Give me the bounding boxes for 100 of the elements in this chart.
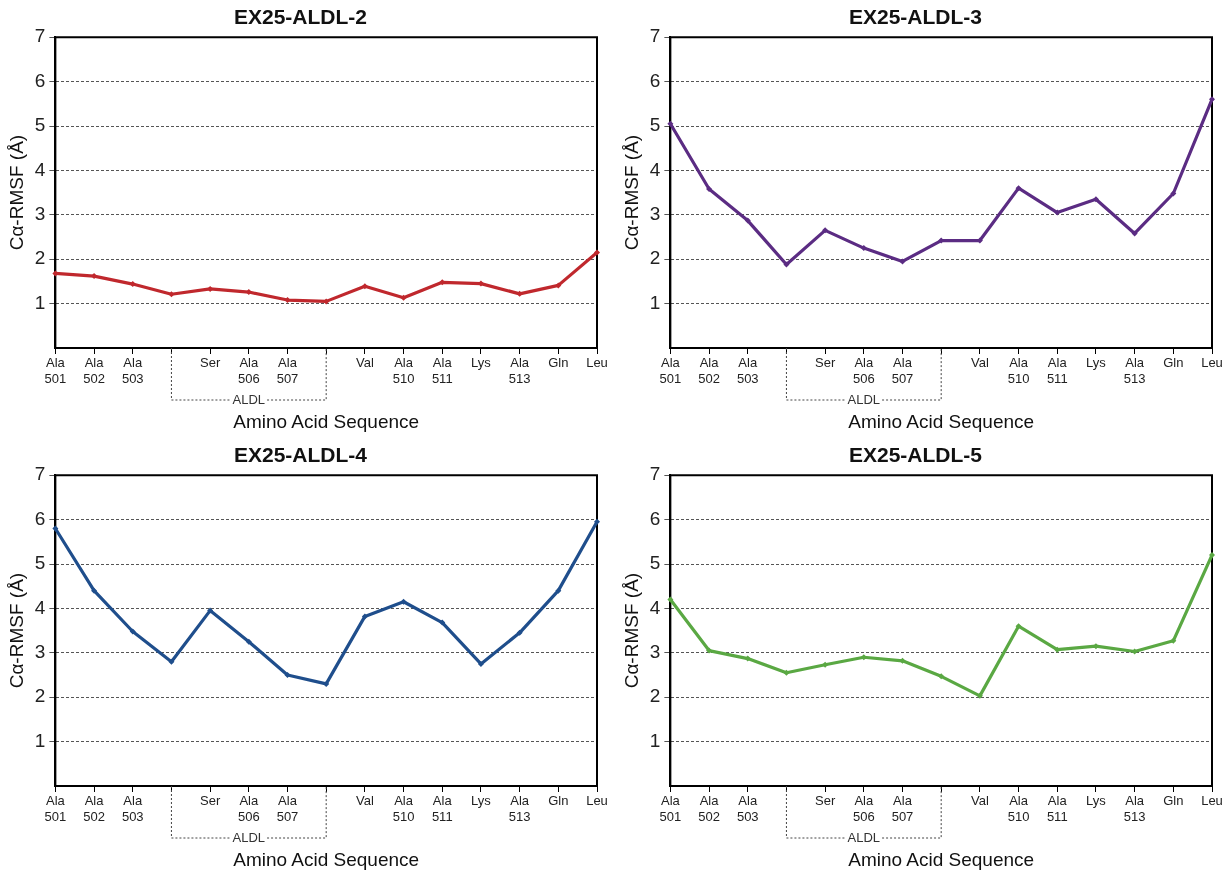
y-tick-label: 4 [34,158,46,180]
x-tick-label: Val [970,355,989,371]
x-tick-label: Leu [586,793,608,809]
x-tick-label: Gln [548,355,569,371]
point [1170,190,1177,197]
text: ALDL [847,391,881,407]
y-tick-label: 4 [649,596,661,618]
point [439,619,446,626]
point [822,227,829,234]
chart-title: EX25-ALDL-2 [233,5,368,29]
x-tick-label: Leu [1201,355,1223,371]
x-tick-label: Ala 511 [431,355,453,386]
y-tick-label: 7 [649,25,661,47]
point [245,638,252,645]
x-tick-label: Leu [586,355,608,371]
x-tick-label: Ser [200,793,221,809]
point [1015,185,1022,192]
point [284,672,291,678]
point [667,596,674,603]
x-tick-label: Ala 507 [891,793,914,824]
y-tick-label: 4 [649,158,661,180]
x-tick-label: Ala 511 [431,793,453,824]
point [91,587,98,594]
y-axis-title: Cα-RMSF (Å) [620,572,642,689]
point [1131,230,1138,237]
x-tick-label: Ala 502 [83,355,105,386]
point [783,669,790,676]
x-tick-label: Lys [471,793,492,809]
x-axis-title: Amino Acid Sequence [848,410,1035,432]
x-tick-label: Ala 507 [276,793,299,824]
point [477,660,484,667]
chart-title: EX25-ALDL-5 [848,443,983,467]
y-tick-label: 3 [649,203,661,225]
x-tick-label: Lys [1086,355,1107,371]
y-tick-label: 6 [34,69,46,91]
point [323,298,330,305]
point [706,647,713,654]
point [284,297,291,304]
point [667,120,674,127]
x-tick-label: Val [355,793,374,809]
point [744,655,751,662]
point [899,258,906,265]
point [323,680,330,687]
point [744,217,751,224]
y-axis-title: Cα-RMSF (Å) [620,134,642,251]
y-tick-label: 2 [649,685,661,707]
y-tick-label: 2 [34,685,46,707]
y-tick-label: 2 [649,247,661,269]
x-tick-label: Ala 513 [1123,355,1146,386]
point [783,261,790,268]
y-tick-label: 6 [649,69,661,91]
y-tick-label: 5 [649,114,661,136]
x-tick-label: Ser [815,793,836,809]
x-tick-label: Ala 503 [736,355,759,386]
y-axis-title: Cα-RMSF (Å) [5,134,27,251]
point [1170,637,1177,644]
x-tick-label: Ala 506 [237,355,260,386]
y-tick-label: 1 [34,729,46,751]
x-tick-label: Gln [1163,793,1184,809]
y-tick-label: 1 [649,291,661,313]
point [860,654,867,661]
x-tick-label: Ala 507 [891,355,914,386]
point [555,587,562,594]
x-tick-label: Ala 506 [852,793,875,824]
point [1209,552,1215,559]
point [361,613,368,620]
x-axis-title: Amino Acid Sequence [233,848,420,870]
chart-title: EX25-ALDL-4 [233,443,368,467]
x-tick-label: Ala 501 [44,355,67,386]
x-tick-label: Gln [548,793,569,809]
x-tick-label: Ala 511 [1046,793,1068,824]
x-tick-label: Lys [471,355,492,371]
x-tick-label: Lys [1086,793,1107,809]
point [129,628,136,635]
point [594,518,600,525]
x-axis-title: Amino Acid Sequence [848,848,1035,870]
point [938,673,945,680]
y-tick-label: 5 [34,552,46,574]
point [516,629,523,636]
y-tick-label: 6 [34,507,46,529]
x-tick-label: Ser [200,355,221,371]
y-tick-label: 3 [34,641,46,663]
point [400,598,407,605]
point [168,291,175,298]
point [361,283,368,290]
point [860,245,867,252]
point [594,249,600,256]
x-tick-label: Ala 506 [237,793,260,824]
x-tick-label: Ala 507 [276,355,299,386]
y-tick-label: 4 [34,596,46,618]
point [52,525,59,532]
y-tick-label: 2 [34,247,46,269]
x-axis-title: Amino Acid Sequence [233,410,420,432]
text: ALDL [232,391,266,407]
point [555,282,562,289]
point [168,658,175,665]
point [400,294,407,301]
y-tick-label: 7 [34,25,46,47]
y-tick-label: 1 [649,729,661,751]
x-tick-label: Ala 501 [659,793,682,824]
